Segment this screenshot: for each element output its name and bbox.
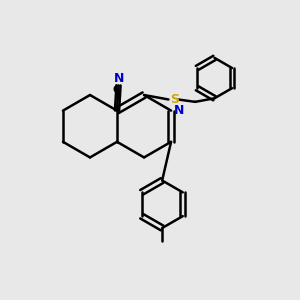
- Text: S: S: [170, 93, 179, 106]
- Text: N: N: [114, 72, 124, 85]
- Text: C: C: [113, 85, 121, 95]
- Text: N: N: [173, 104, 184, 117]
